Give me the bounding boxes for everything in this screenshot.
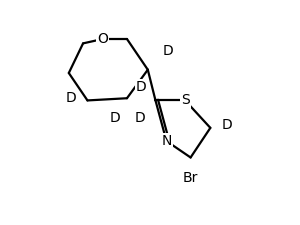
Text: D: D [110,111,120,125]
Text: D: D [66,91,76,105]
Text: Br: Br [183,171,198,185]
Text: D: D [221,118,232,132]
Text: O: O [98,32,108,46]
Text: N: N [161,134,172,148]
Text: D: D [162,44,173,58]
Text: D: D [135,111,146,125]
Text: D: D [136,80,147,94]
Text: S: S [181,93,190,107]
